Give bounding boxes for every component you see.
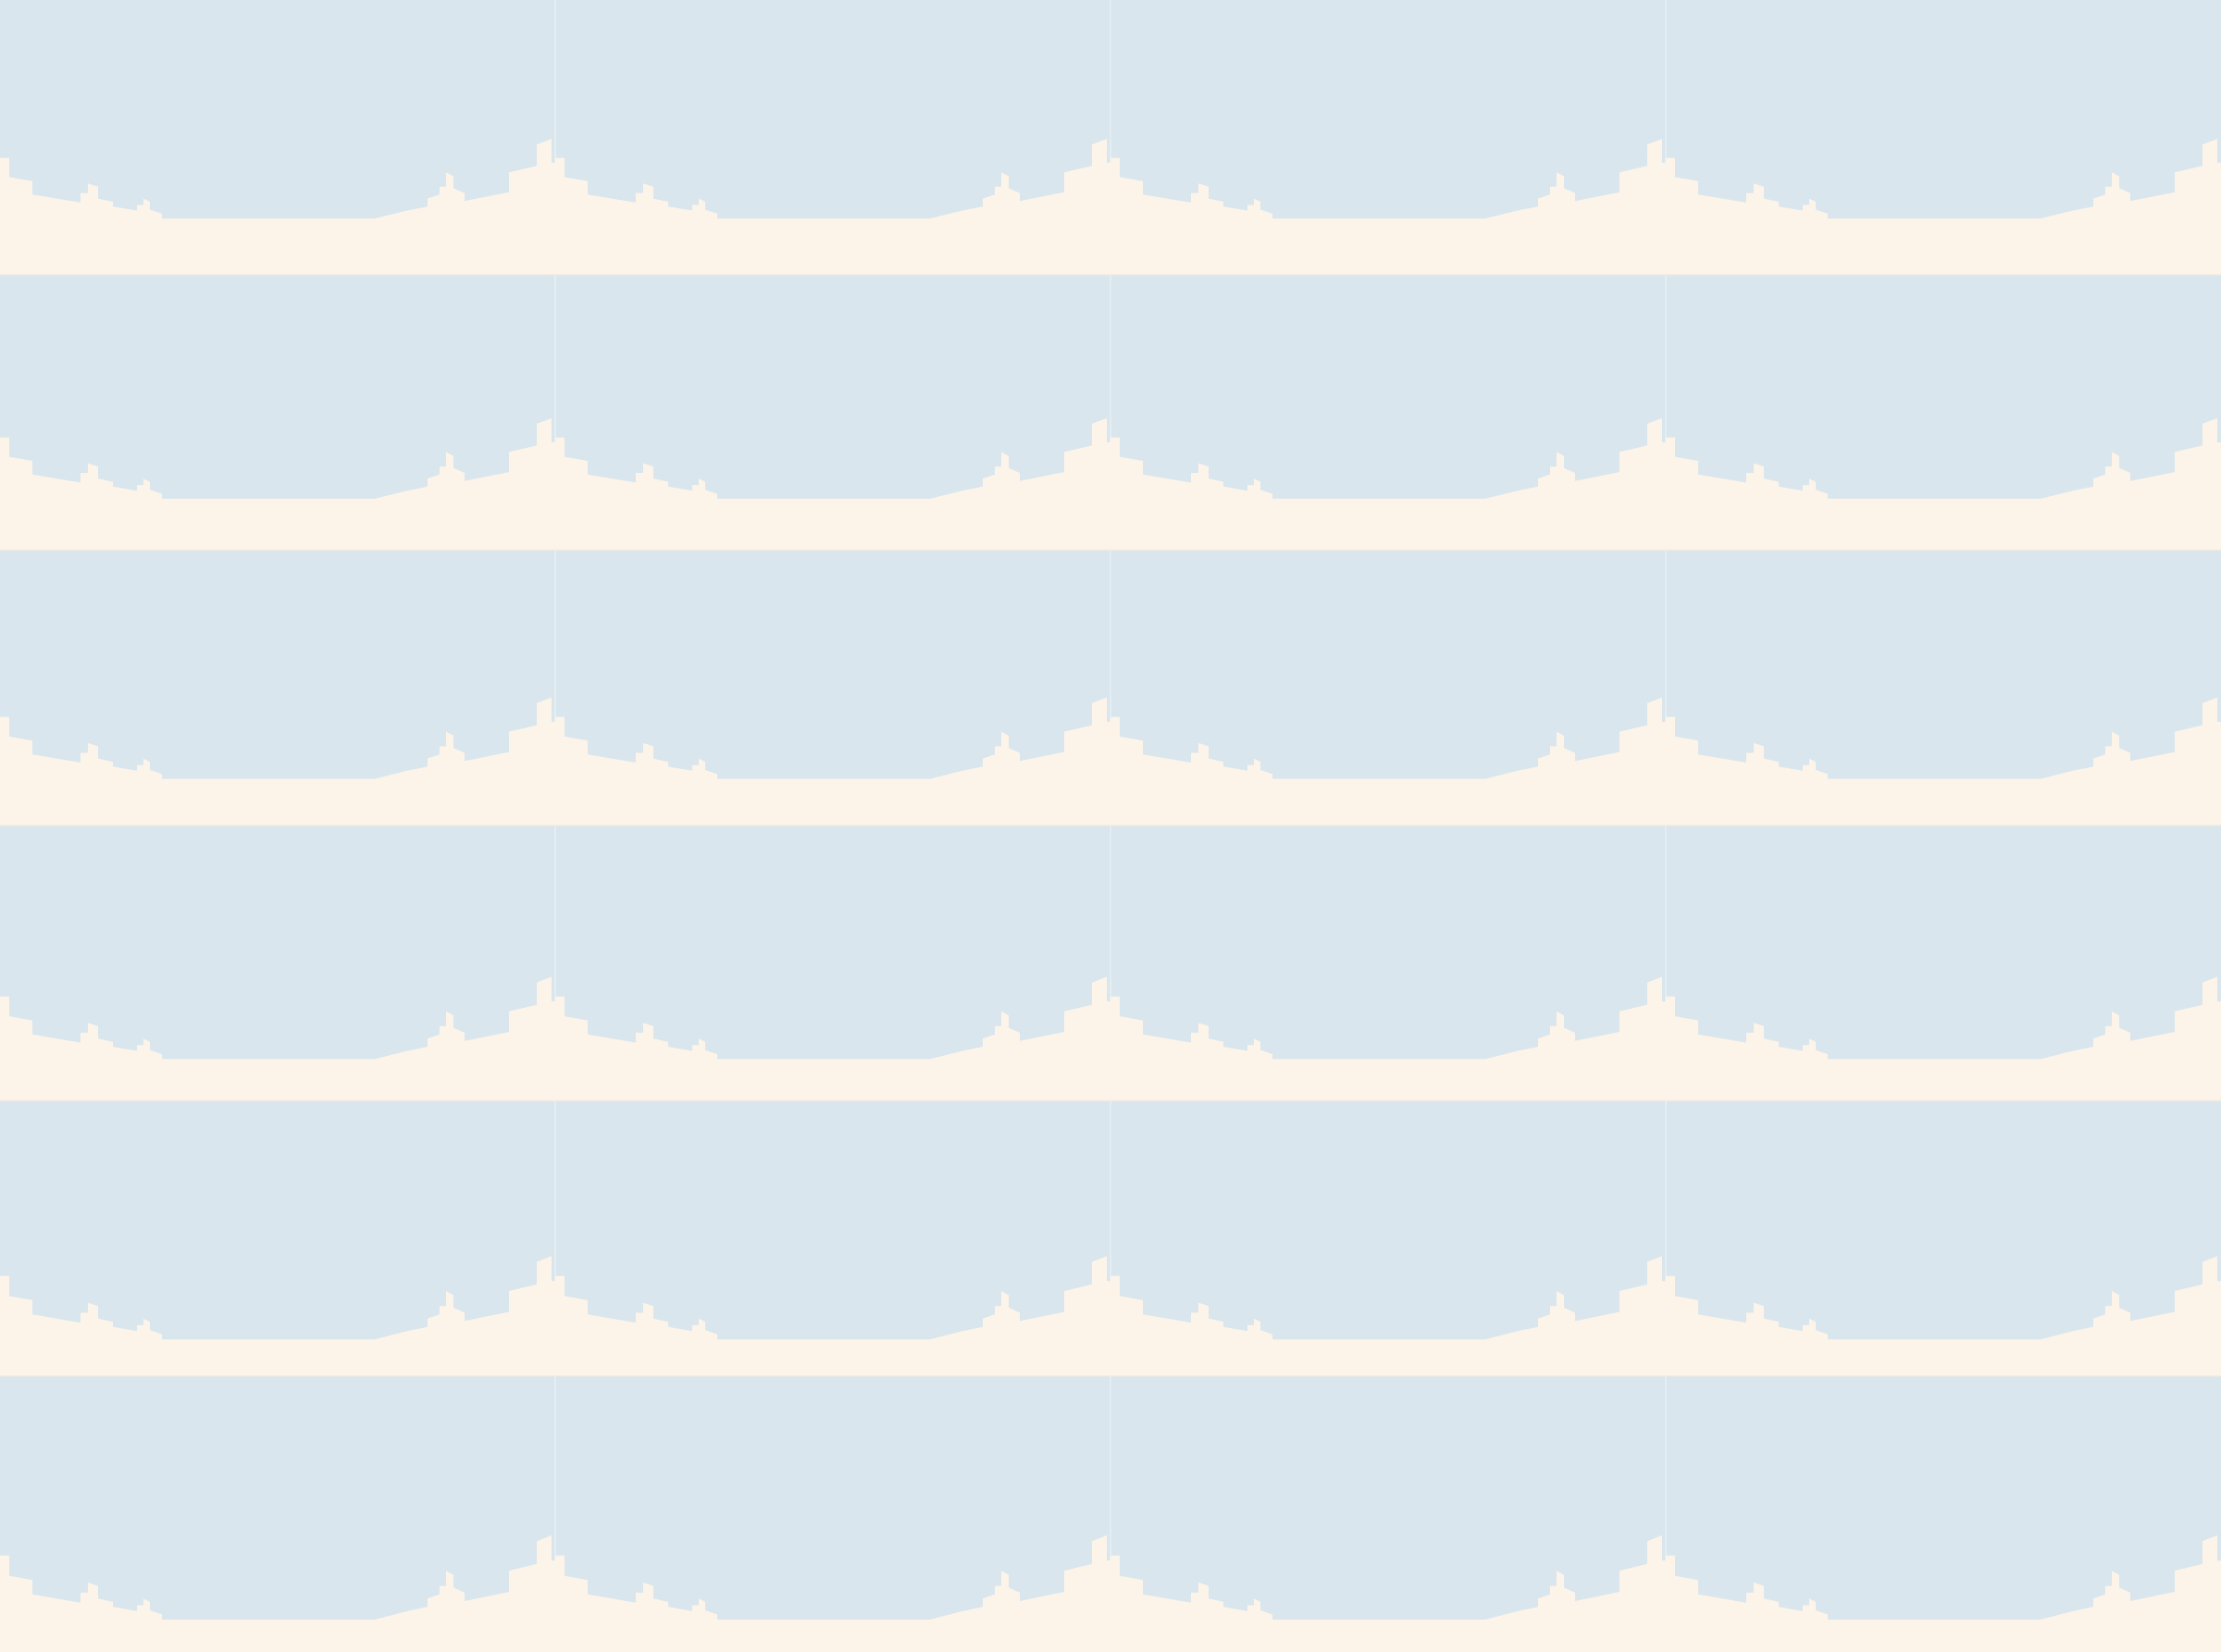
skyline-silhouette [1110,417,1666,551]
band-separator [0,274,2221,276]
skyline-silhouette [0,697,555,826]
band-separator [0,549,2221,551]
skyline-silhouette [1110,139,1666,276]
skyline-silhouette [1110,1535,1666,1652]
skyline-silhouette [1666,417,2221,551]
skyline-silhouette [555,417,1110,551]
band-separator [0,825,2221,826]
skyline-silhouette [0,1535,555,1652]
skyline-silhouette [1666,976,2221,1101]
skyline-silhouette [1110,976,1666,1101]
skyline-silhouette [0,976,555,1101]
skyline-silhouette [1110,1256,1666,1377]
skyline-silhouette [1666,1256,2221,1377]
skyline-silhouette [0,139,555,276]
band-separator [0,1099,2221,1101]
skyline-silhouette [555,697,1110,826]
skyline-silhouette [555,1256,1110,1377]
band-separator [0,1375,2221,1377]
skyline-silhouette [555,1535,1110,1652]
skyline-silhouette [0,1256,555,1377]
skyline-silhouette [0,417,555,551]
skyline-silhouette [1666,139,2221,276]
skyline-silhouette [555,976,1110,1101]
skyline-silhouette [1666,697,2221,826]
skyline-silhouette [1666,1535,2221,1652]
skyline-silhouette [1110,697,1666,826]
skyline-silhouette [555,139,1110,276]
